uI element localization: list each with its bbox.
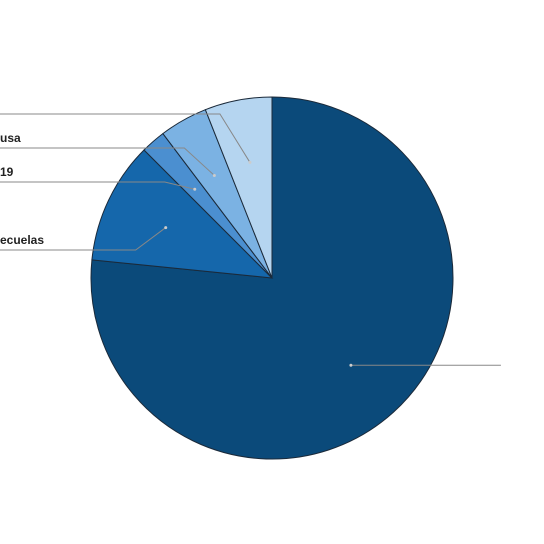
slice-label: ecuelas bbox=[0, 233, 44, 247]
leader-line bbox=[0, 227, 167, 251]
leader-line bbox=[0, 181, 195, 190]
pie-slice bbox=[204, 96, 273, 279]
leader-dot bbox=[164, 226, 168, 230]
leader-line bbox=[0, 113, 251, 163]
slice-label: usa bbox=[0, 131, 21, 145]
leader-line bbox=[0, 147, 215, 176]
leader-dot bbox=[349, 363, 353, 367]
pie-slice bbox=[90, 96, 454, 460]
leader-dot bbox=[212, 173, 216, 177]
leader-dot bbox=[248, 160, 252, 164]
slice-label: 19 bbox=[0, 165, 14, 179]
leader-dot bbox=[193, 187, 197, 191]
